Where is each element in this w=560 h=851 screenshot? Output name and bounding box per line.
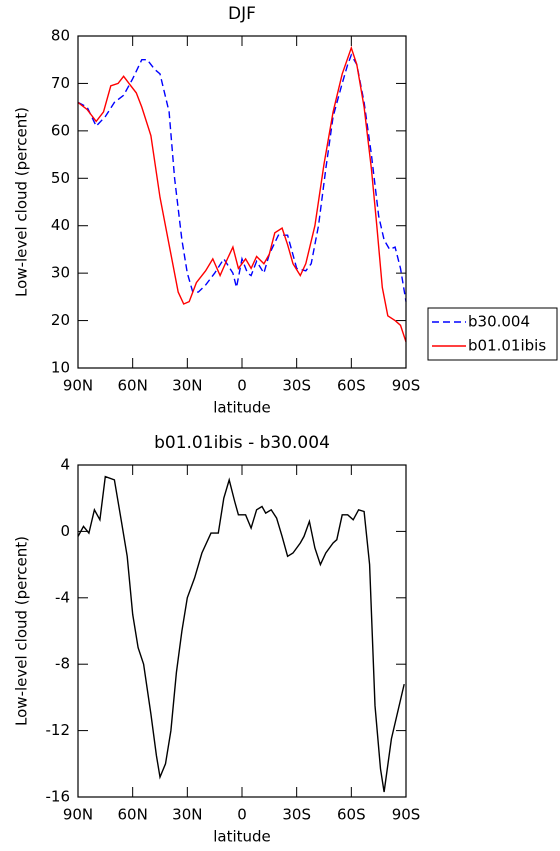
y-tick-label: 10: [51, 359, 70, 377]
x-tick-label: 90N: [63, 377, 93, 395]
x-tick-label: 30N: [172, 377, 202, 395]
data-line: [77, 45, 407, 343]
y-tick-label: -8: [55, 655, 70, 673]
x-tick-label: 30S: [282, 377, 311, 395]
y-tick-label: -4: [55, 588, 70, 606]
data-line: [77, 475, 405, 793]
x-tick-label: 30N: [172, 806, 202, 824]
x-tick-label: 60S: [337, 806, 366, 824]
x-axis-label: latitude: [213, 828, 271, 846]
y-axis-label: Low-level cloud (percent): [13, 536, 31, 726]
legend-label: b30.004: [468, 313, 530, 331]
x-tick-label: 90S: [392, 806, 421, 824]
legend-label: b01.01ibis: [468, 337, 546, 355]
y-tick-label: -16: [46, 788, 71, 806]
y-tick-label: 50: [51, 169, 70, 187]
chart-title: DJF: [228, 4, 256, 24]
y-tick-label: 4: [60, 456, 70, 474]
x-tick-label: 60N: [118, 806, 148, 824]
x-tick-label: 0: [237, 377, 247, 395]
y-tick-label: 80: [51, 27, 70, 45]
y-tick-label: 40: [51, 216, 70, 234]
x-tick-label: 60N: [118, 377, 148, 395]
x-tick-label: 60S: [337, 377, 366, 395]
y-tick-label: -12: [46, 721, 71, 739]
y-tick-label: 60: [51, 121, 70, 139]
x-axis-label: latitude: [213, 399, 271, 417]
y-axis-label: Low-level cloud (percent): [13, 107, 31, 297]
plot-frame: [77, 464, 407, 798]
plot-frame: [77, 35, 407, 369]
chart-title: b01.01ibis - b30.004: [154, 433, 330, 453]
y-tick-label: 20: [51, 311, 70, 329]
y-tick-label: 0: [60, 522, 70, 540]
x-tick-label: 90S: [392, 377, 421, 395]
x-tick-label: 30S: [282, 806, 311, 824]
y-tick-label: 30: [51, 264, 70, 282]
y-tick-label: 70: [51, 74, 70, 92]
x-tick-label: 90N: [63, 806, 93, 824]
legend-box: [427, 307, 558, 361]
x-tick-label: 0: [237, 806, 247, 824]
